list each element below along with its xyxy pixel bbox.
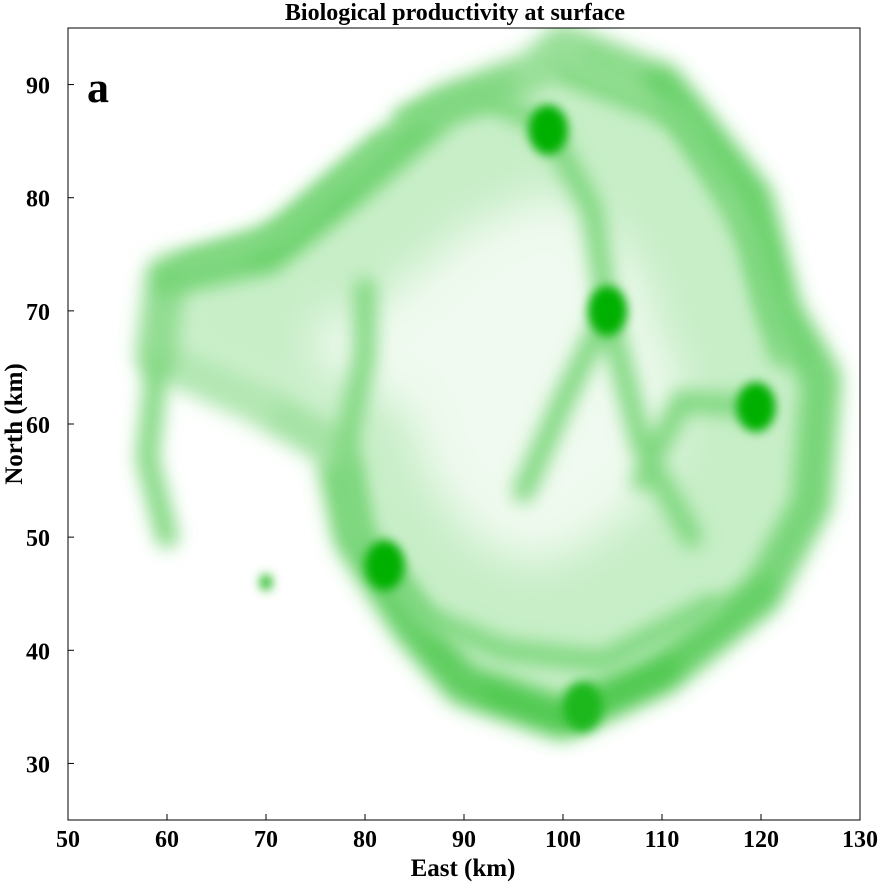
eddy-core — [563, 681, 603, 732]
x-tick-label: 70 — [254, 827, 278, 853]
x-tick-label: 90 — [452, 827, 476, 853]
eddy-center — [314, 192, 680, 563]
filament-arm — [136, 356, 178, 548]
y-tick-label: 70 — [26, 300, 50, 326]
eddy-core — [528, 104, 568, 155]
panel-label: a — [87, 63, 109, 112]
x-tick-label: 130 — [842, 827, 878, 853]
x-tick-label: 100 — [545, 827, 581, 853]
filament-arm — [512, 300, 619, 503]
x-tick-label: 60 — [155, 827, 179, 853]
chart-title: Biological productivity at surface — [285, 0, 626, 26]
y-axis-title: North (km) — [1, 363, 28, 485]
eddy-core — [736, 382, 776, 432]
x-tick-label: 110 — [645, 827, 680, 853]
x-tick-label: 50 — [56, 827, 80, 853]
y-tick-label: 90 — [26, 74, 50, 100]
x-axis-title: East (km) — [411, 855, 516, 882]
eddy-core — [365, 540, 405, 591]
filament-arm — [552, 62, 792, 367]
x-axis: 50 60 70 80 90 100 110 120 130 — [56, 814, 878, 853]
y-tick-label: 50 — [26, 526, 50, 552]
eddy-core — [587, 285, 628, 336]
y-tick-label: 60 — [26, 413, 50, 439]
eddy-core — [259, 574, 273, 591]
filament-arm — [334, 277, 376, 548]
filament-arm — [373, 554, 723, 673]
y-axis: 30 40 50 60 70 80 90 — [26, 74, 74, 778]
y-tick-label: 30 — [26, 752, 50, 778]
productivity-field — [136, 28, 842, 739]
filament-arm — [175, 130, 396, 277]
x-tick-label: 80 — [353, 827, 377, 853]
ring-segment — [641, 572, 782, 694]
filament-arm — [393, 85, 564, 141]
ring-segment — [512, 28, 584, 95]
filament-arm — [631, 390, 767, 492]
x-tick-label: 120 — [743, 827, 779, 853]
y-tick-label: 80 — [26, 187, 50, 213]
ring-segment — [789, 357, 842, 524]
y-tick-label: 40 — [26, 639, 50, 665]
